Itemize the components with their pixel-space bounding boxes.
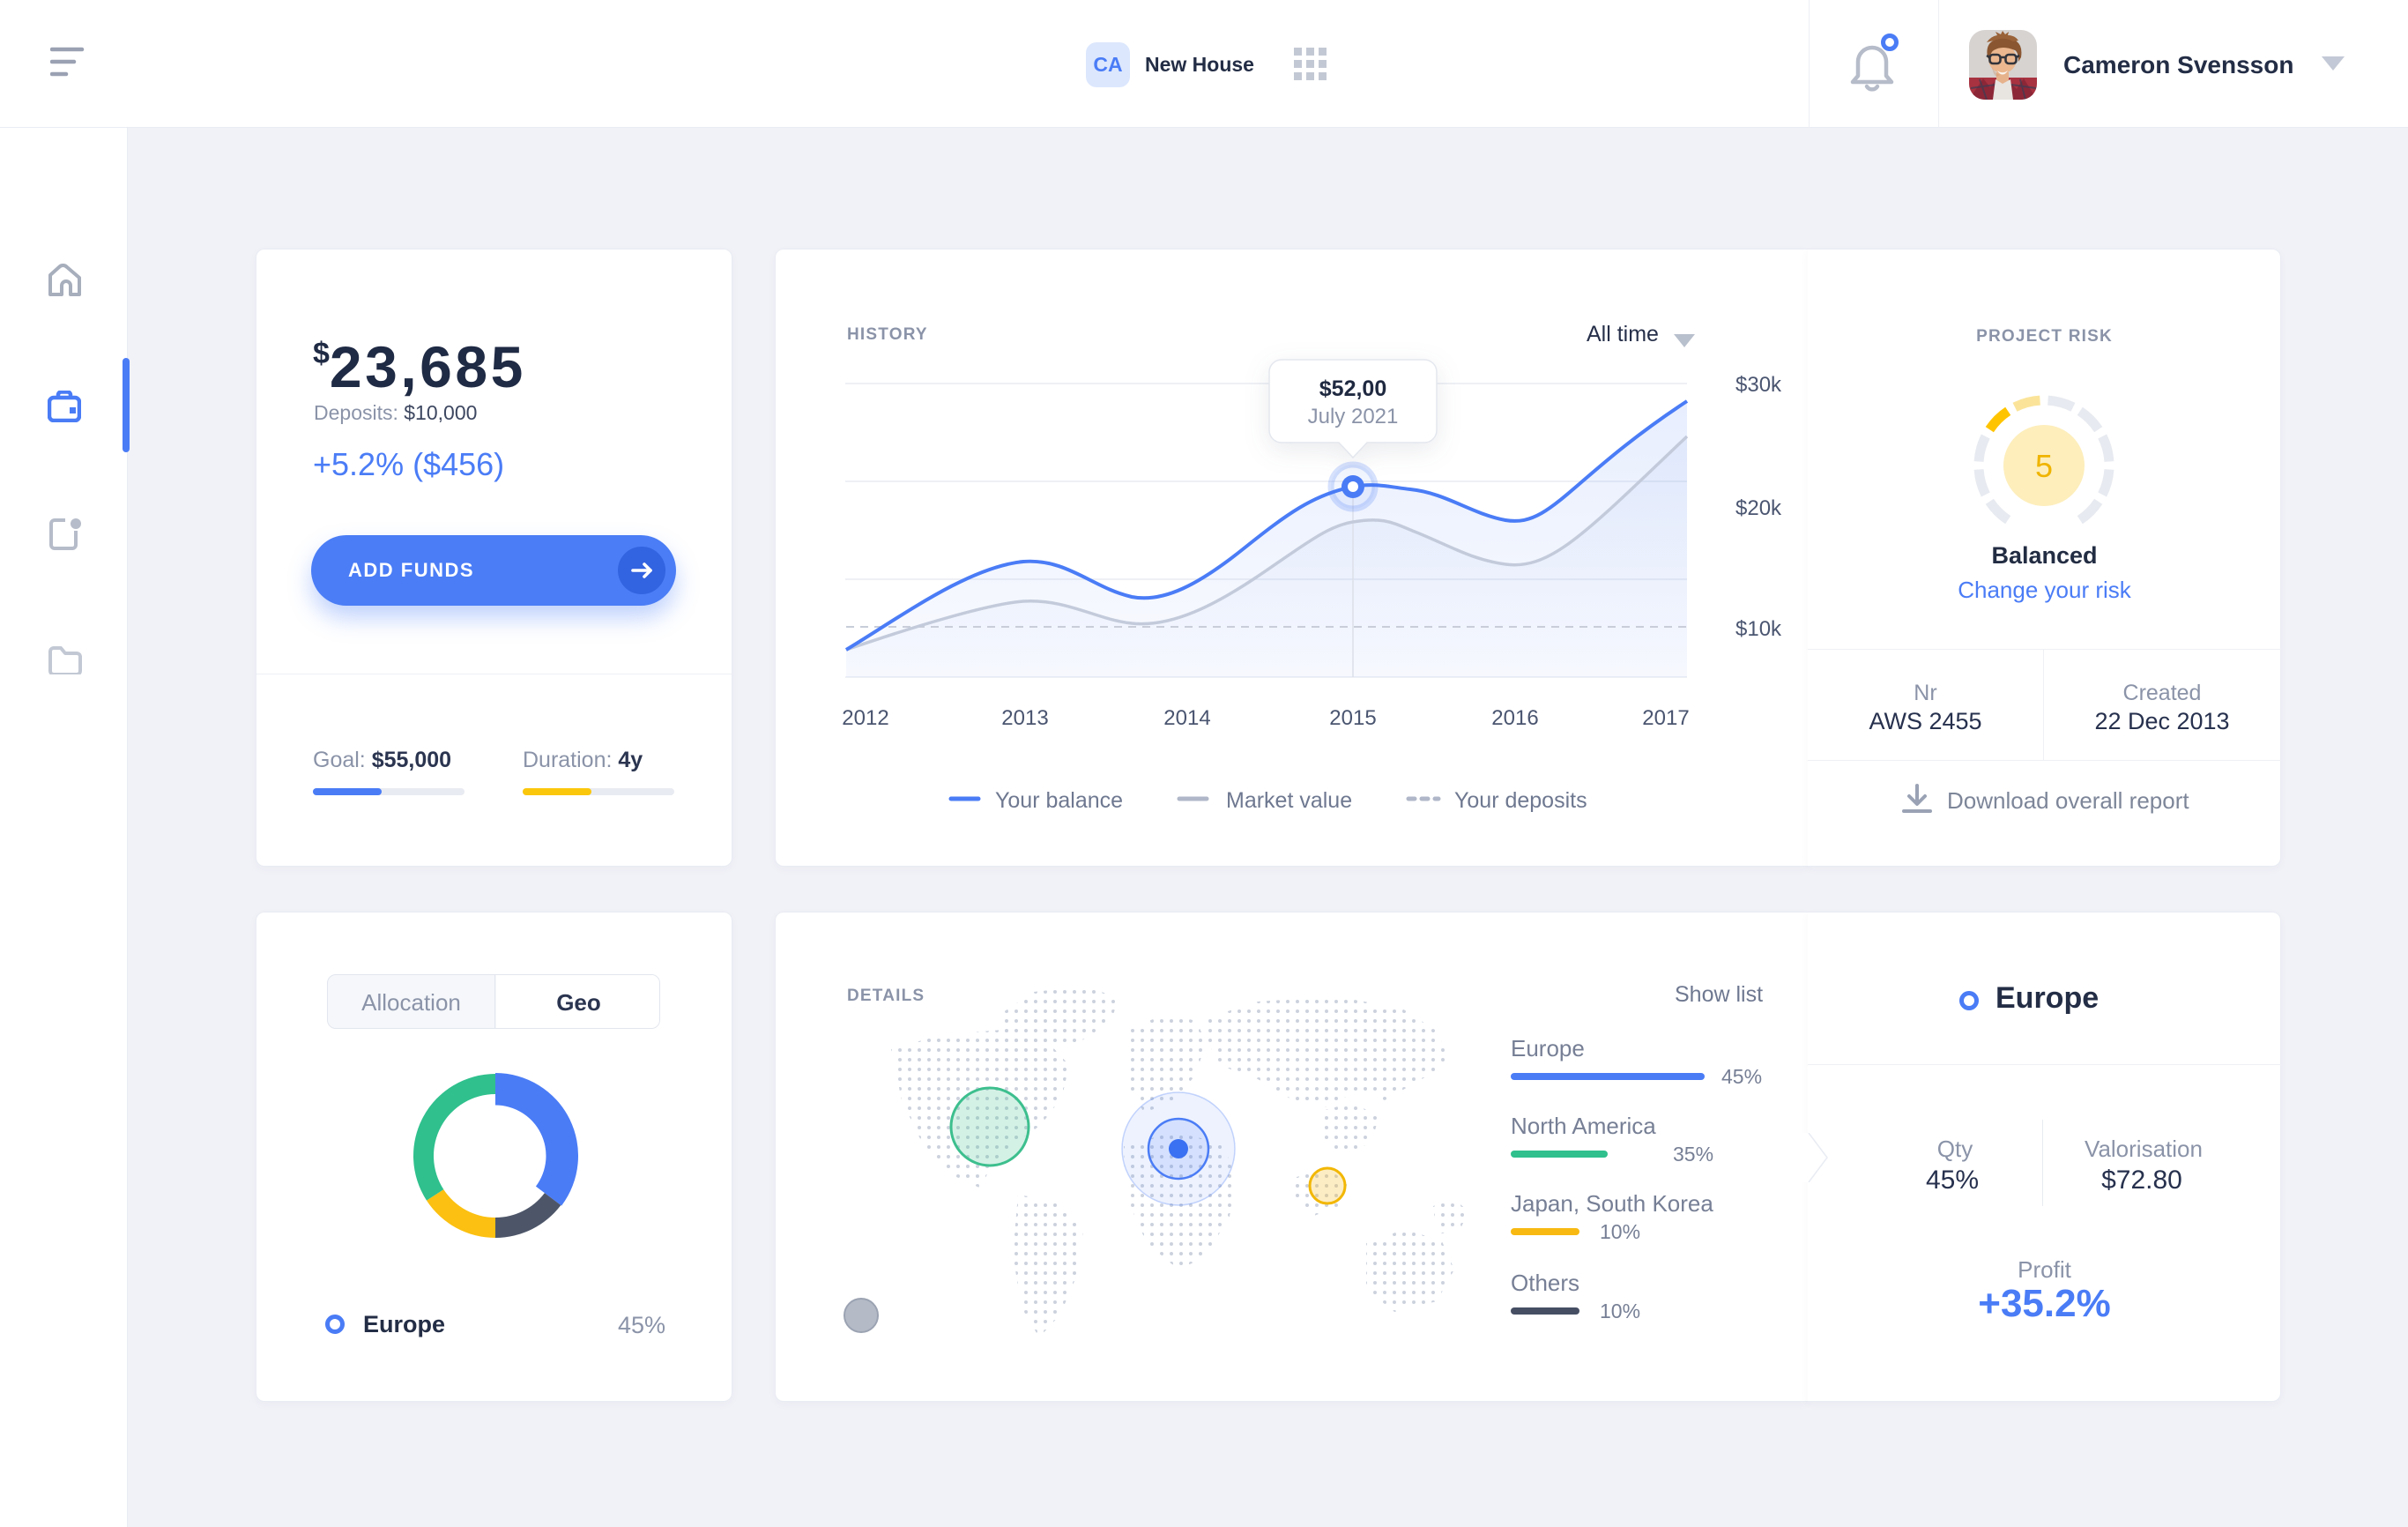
svg-text:$30k: $30k bbox=[1735, 373, 1782, 397]
svg-text:2014: 2014 bbox=[1163, 706, 1210, 730]
svg-text:Your balance: Your balance bbox=[995, 788, 1123, 813]
svg-text:Your deposits: Your deposits bbox=[1454, 788, 1587, 813]
svg-text:2015: 2015 bbox=[1329, 706, 1376, 730]
svg-text:$10k: $10k bbox=[1735, 617, 1782, 641]
svg-text:$52,00: $52,00 bbox=[1319, 376, 1386, 401]
svg-text:$20k: $20k bbox=[1735, 496, 1782, 520]
svg-text:2013: 2013 bbox=[1001, 706, 1048, 730]
svg-text:2012: 2012 bbox=[842, 706, 888, 730]
svg-text:5: 5 bbox=[2035, 448, 2053, 484]
svg-text:2016: 2016 bbox=[1491, 706, 1538, 730]
svg-text:2017: 2017 bbox=[1642, 706, 1689, 730]
svg-text:July 2021: July 2021 bbox=[1308, 405, 1399, 428]
svg-text:Market value: Market value bbox=[1226, 788, 1352, 813]
